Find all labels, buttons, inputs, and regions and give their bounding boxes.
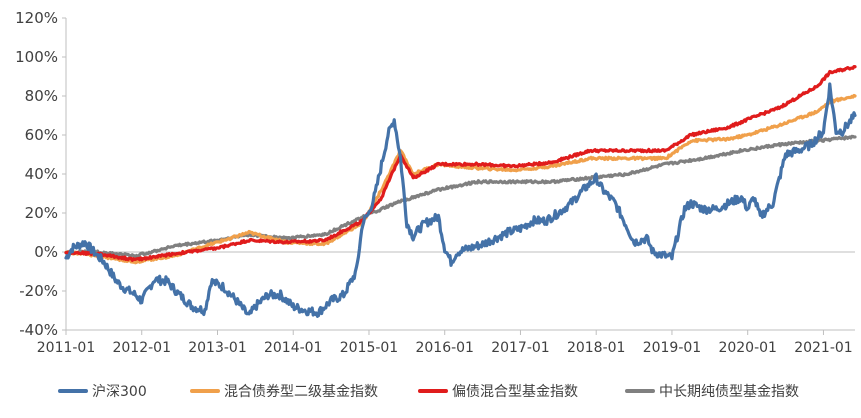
series-line-3 bbox=[64, 65, 857, 262]
chart-legend: 沪深300 混合债券型二级基金指数 偏债混合型基金指数 中长期纯债型基金指数 bbox=[58, 383, 799, 400]
y-tick-label: -20% bbox=[19, 282, 58, 300]
y-tick-label: -40% bbox=[19, 321, 58, 339]
x-tick-label: 2013-01 bbox=[188, 340, 247, 356]
y-tick-label: 0% bbox=[34, 243, 58, 261]
chart-axes: -40% -20% 0% 20% 40% 60% 80% 100% 120% 2011-01 201… bbox=[15, 9, 855, 356]
chart-series-layer bbox=[64, 65, 857, 318]
x-tick-label: 2019-01 bbox=[643, 340, 702, 356]
series-line-2 bbox=[64, 93, 857, 265]
y-tick-label: 80% bbox=[25, 87, 58, 105]
legend-label: 混合债券型二级基金指数 bbox=[224, 383, 378, 400]
y-tick-label: 60% bbox=[25, 126, 58, 144]
x-tick-label: 2020-01 bbox=[718, 340, 777, 356]
x-tick-label: 2011-01 bbox=[37, 340, 96, 356]
y-tick-label: 20% bbox=[25, 204, 58, 222]
y-tick-label: 40% bbox=[25, 165, 58, 183]
x-tick-label: 2012-01 bbox=[112, 340, 171, 356]
x-tick-label: 2015-01 bbox=[340, 340, 399, 356]
x-tick-label: 2021-01 bbox=[794, 340, 853, 356]
x-tick-label: 2017-01 bbox=[491, 340, 550, 356]
series-line-1 bbox=[64, 82, 857, 318]
y-tick-label: 120% bbox=[15, 9, 58, 27]
x-tick-label: 2014-01 bbox=[264, 340, 323, 356]
x-tick-label: 2016-01 bbox=[415, 340, 474, 356]
series-line-4 bbox=[64, 134, 857, 259]
y-tick-label: 100% bbox=[15, 48, 58, 66]
x-tick-label: 2018-01 bbox=[567, 340, 626, 356]
legend-label: 中长期纯债型基金指数 bbox=[659, 383, 799, 400]
legend-label: 沪深300 bbox=[92, 384, 147, 400]
legend-label: 偏债混合型基金指数 bbox=[452, 383, 578, 400]
